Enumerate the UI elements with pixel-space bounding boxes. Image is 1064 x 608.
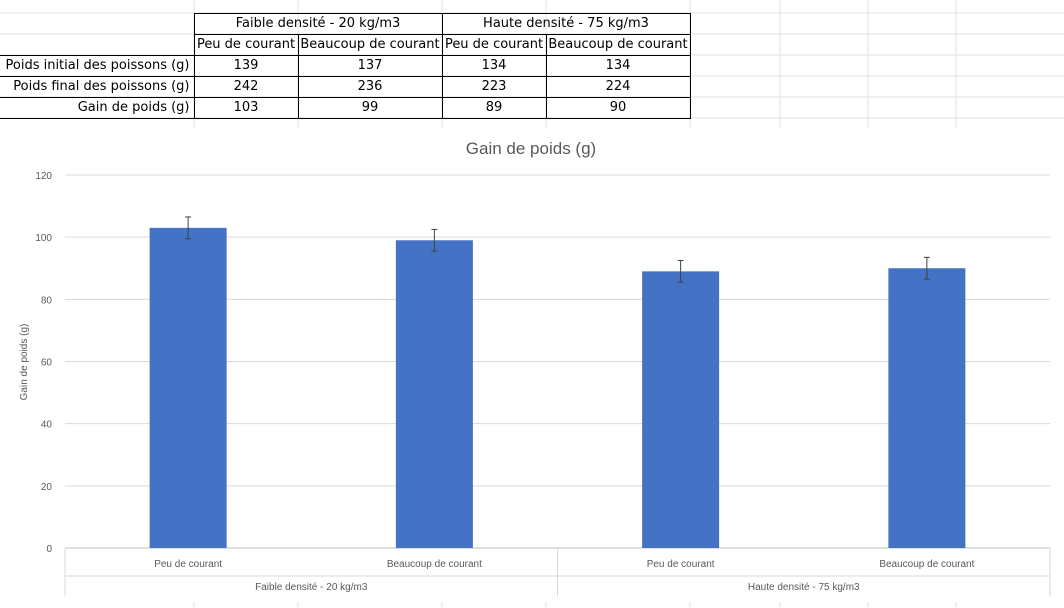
bar[interactable] xyxy=(395,240,473,548)
error-bar xyxy=(677,259,684,283)
gridlines xyxy=(65,174,1050,549)
table-cell[interactable]: 134 xyxy=(441,55,547,77)
sub-header-cell[interactable]: Peu de courant xyxy=(441,34,547,56)
table-cell[interactable]: 242 xyxy=(193,76,299,98)
error-bar xyxy=(923,256,930,280)
table-row: Poids initial des poissons (g) 139 137 1… xyxy=(0,55,691,77)
row-label-weight-gain[interactable]: Gain de poids (g) xyxy=(0,97,195,119)
x-group-label: Faible densité - 20 kg/m3 xyxy=(255,582,368,593)
chart-title: Gain de poids (g) xyxy=(466,139,596,158)
group-header-high-density[interactable]: Haute densité - 75 kg/m3 xyxy=(441,13,691,35)
y-tick-label: 60 xyxy=(41,358,53,369)
table-cell[interactable]: 223 xyxy=(441,76,547,98)
sub-header-cell[interactable]: Peu de courant xyxy=(193,34,299,56)
y-tick-label: 100 xyxy=(35,233,52,244)
x-category-label: Peu de courant xyxy=(154,559,222,570)
x-group-label: Haute densité - 75 kg/m3 xyxy=(748,582,860,593)
table-row: Gain de poids (g) 103 99 89 90 xyxy=(0,97,691,119)
bars xyxy=(149,227,966,548)
y-tick-label: 80 xyxy=(41,295,53,306)
data-table: Faible densité - 20 kg/m3 Haute densité … xyxy=(0,13,691,119)
y-tick-label: 20 xyxy=(41,482,53,493)
table-cell[interactable]: 137 xyxy=(297,55,443,77)
y-tick-label: 40 xyxy=(41,420,53,431)
group-header-low-density[interactable]: Faible densité - 20 kg/m3 xyxy=(193,13,443,35)
y-tick-label: 0 xyxy=(46,544,52,555)
bar[interactable] xyxy=(642,271,720,548)
x-category-label: Beaucoup de courant xyxy=(879,559,974,570)
x-category-labels: Peu de courant Beaucoup de courant Peu de … xyxy=(154,559,974,570)
error-bar xyxy=(431,228,438,252)
x-group-labels: Faible densité - 20 kg/m3 Haute densité -… xyxy=(64,548,1051,596)
row-label-initial-weight[interactable]: Poids initial des poissons (g) xyxy=(0,55,195,77)
bar-chart[interactable]: Gain de poids (g) 0 20 40 60 80 100 120 Peu de… xyxy=(0,128,1064,602)
sub-header-row: Peu de courant Beaucoup de courant Peu d… xyxy=(0,34,691,56)
table-cell[interactable]: 224 xyxy=(545,76,691,98)
table-row: Poids final des poissons (g) 242 236 223… xyxy=(0,76,691,98)
y-tick-label: 120 xyxy=(35,171,52,182)
table-cell[interactable]: 99 xyxy=(297,97,443,119)
x-category-label: Peu de courant xyxy=(647,559,715,570)
error-bar xyxy=(185,216,192,240)
x-category-label: Beaucoup de courant xyxy=(387,559,482,570)
bar[interactable] xyxy=(888,268,966,548)
table-cell[interactable]: 103 xyxy=(193,97,299,119)
table-cell[interactable]: 134 xyxy=(545,55,691,77)
sub-header-cell[interactable]: Beaucoup de courant xyxy=(545,34,691,56)
table-corner xyxy=(0,14,194,35)
sub-header-cell[interactable]: Beaucoup de courant xyxy=(297,34,443,56)
group-header-row: Faible densité - 20 kg/m3 Haute densité … xyxy=(0,13,691,35)
row-label-final-weight[interactable]: Poids final des poissons (g) xyxy=(0,76,195,98)
table-cell[interactable]: 89 xyxy=(441,97,547,119)
table-cell[interactable]: 90 xyxy=(545,97,691,119)
y-axis-title: Gain de poids (g) xyxy=(19,324,30,401)
table-cell[interactable]: 139 xyxy=(193,55,299,77)
table-cell[interactable]: 236 xyxy=(297,76,443,98)
table-corner-2 xyxy=(0,35,194,56)
error-bars xyxy=(185,216,930,283)
bar[interactable] xyxy=(149,227,227,548)
y-tick-labels: 0 20 40 60 80 100 120 xyxy=(35,171,52,555)
